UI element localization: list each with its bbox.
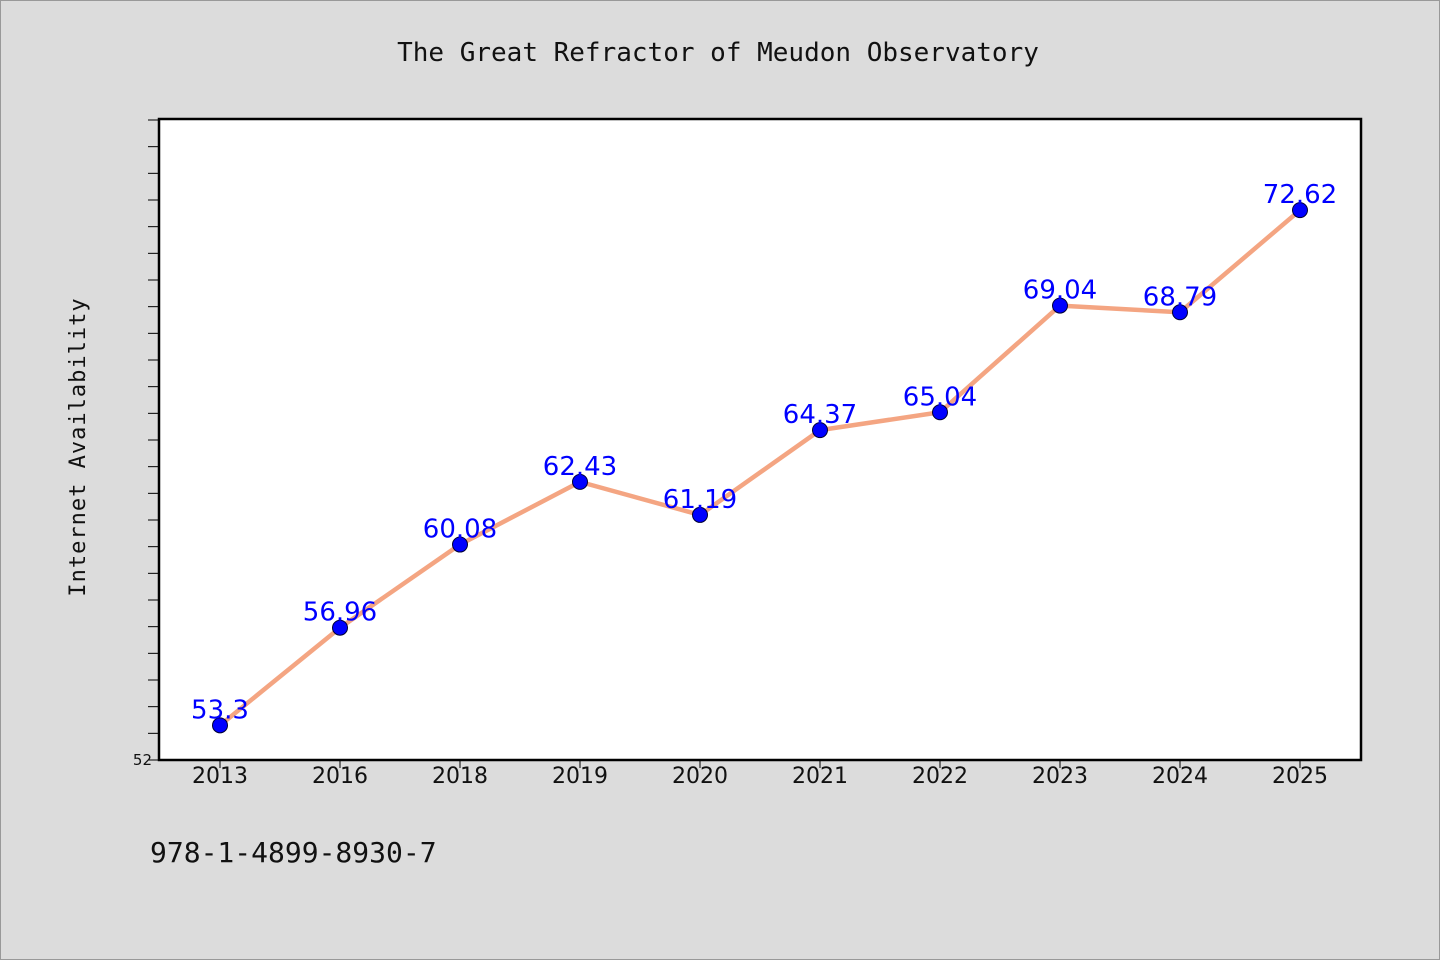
x-tick-label: 2013 <box>192 764 248 789</box>
data-point <box>332 619 348 636</box>
data-label: 72.62 <box>1263 180 1337 210</box>
x-tick-label: 2025 <box>1272 764 1328 789</box>
data-point <box>572 473 588 490</box>
chart-title: The Great Refractor of Meudon Observator… <box>397 38 1039 68</box>
data-label: 68.79 <box>1143 282 1217 312</box>
data-label: 56.96 <box>303 598 377 628</box>
y-tick-label: 52 <box>133 751 152 769</box>
data-point <box>692 506 708 523</box>
data-label: 65.04 <box>903 382 977 412</box>
data-point <box>1292 202 1308 219</box>
x-tick-label: 2018 <box>432 764 488 789</box>
x-tick-label: 2019 <box>552 764 608 789</box>
data-label: 61.19 <box>663 485 737 515</box>
data-point <box>1052 297 1068 314</box>
data-label: 69.04 <box>1023 276 1097 306</box>
series-layer <box>212 202 1308 734</box>
x-tick-label: 2022 <box>912 764 968 789</box>
x-tick-label: 2021 <box>792 764 848 789</box>
data-point <box>812 422 828 439</box>
data-label: 62.43 <box>543 452 617 482</box>
isbn-footer: 978-1-4899-8930-7 <box>150 836 437 869</box>
plot-area <box>157 117 1363 762</box>
x-axis-ticks: 2013 2016 2018 2019 2020 2021 2022 2023 2024 2025 <box>192 761 1328 789</box>
data-label: 53.3 <box>191 695 249 725</box>
data-labels: 53.3 56.96 60.08 62.43 61.19 64.37 65.04 69.04 6… <box>191 180 1337 725</box>
y-axis-label: Internet Availability <box>66 297 91 596</box>
data-point <box>452 536 468 553</box>
x-tick-label: 2020 <box>672 764 728 789</box>
x-tick-label: 2024 <box>1152 764 1208 789</box>
x-tick-label: 2016 <box>312 764 368 789</box>
y-axis-ticks: 52 <box>133 119 159 769</box>
data-point <box>1172 304 1188 321</box>
x-tick-label: 2023 <box>1032 764 1088 789</box>
series-line <box>218 208 1302 728</box>
data-point <box>932 404 948 421</box>
data-label: 64.37 <box>783 400 857 430</box>
data-point <box>212 717 228 734</box>
data-label: 60.08 <box>423 515 497 545</box>
